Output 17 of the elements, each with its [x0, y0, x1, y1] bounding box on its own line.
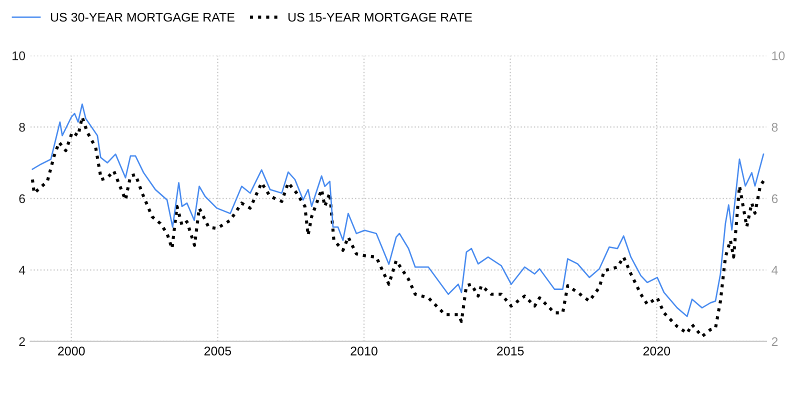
x-tick-label: 2000 — [58, 346, 85, 356]
x-tick-label: 2010 — [350, 346, 378, 356]
y2-tick-label: 6 — [772, 194, 778, 204]
x-tick-label: 2015 — [497, 346, 524, 356]
y-tick-label: 10 — [12, 51, 26, 60]
legend-label: US 30-YEAR MORTGAGE RATE — [50, 12, 234, 22]
y2-tick-label: 8 — [772, 122, 778, 132]
y-tick-label: 4 — [18, 266, 26, 274]
x-tick-label: 2020 — [643, 346, 670, 356]
x-tick-label: 2005 — [204, 346, 232, 356]
y-tick-label: 8 — [19, 122, 25, 132]
y2-tick-label: 2 — [772, 337, 778, 346]
y2-tick-label: 4 — [772, 266, 778, 274]
legend-label: US 15-YEAR MORTGAGE RATE — [288, 12, 472, 22]
y2-tick-label: 10 — [772, 51, 785, 60]
y-tick-label: 6 — [19, 194, 25, 204]
y-tick-label: 2 — [19, 337, 25, 346]
